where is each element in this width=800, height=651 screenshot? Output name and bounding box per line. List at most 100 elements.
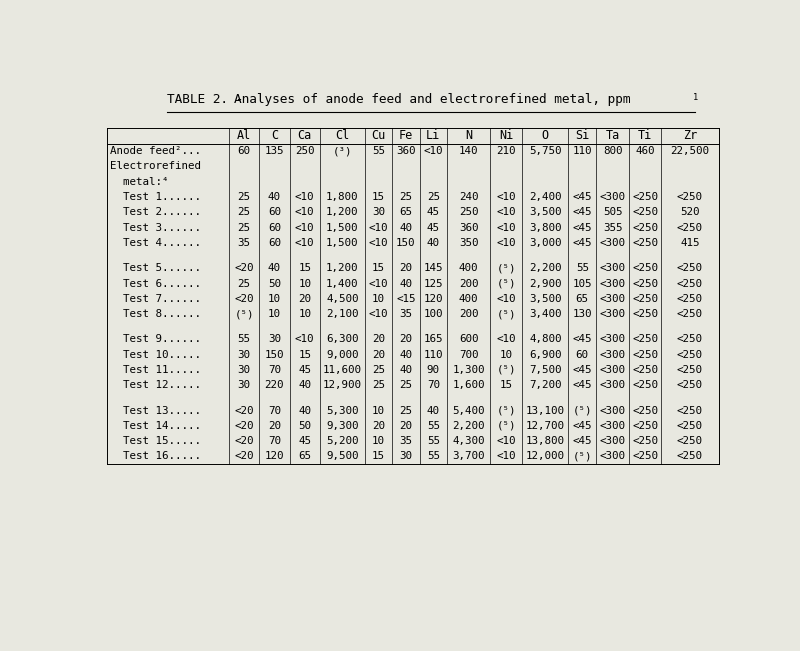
Text: 400: 400 xyxy=(459,263,478,273)
Text: (³): (³) xyxy=(333,146,352,156)
Text: <10: <10 xyxy=(295,192,314,202)
Text: 55: 55 xyxy=(427,451,440,462)
Text: <20: <20 xyxy=(234,421,254,431)
Text: <250: <250 xyxy=(677,263,703,273)
Text: 70: 70 xyxy=(268,406,281,415)
Text: 10: 10 xyxy=(500,350,513,360)
Text: 7,200: 7,200 xyxy=(529,380,562,390)
Text: 25: 25 xyxy=(372,380,385,390)
Text: 40: 40 xyxy=(298,380,311,390)
Text: <10: <10 xyxy=(369,309,388,319)
Text: 4,300: 4,300 xyxy=(453,436,485,446)
Text: 10: 10 xyxy=(372,436,385,446)
Text: 200: 200 xyxy=(459,279,478,288)
Text: 360: 360 xyxy=(459,223,478,232)
Text: 45: 45 xyxy=(298,365,311,375)
Text: 125: 125 xyxy=(423,279,443,288)
Text: Analyses of anode feed and electrorefined metal, ppm: Analyses of anode feed and electrorefine… xyxy=(234,93,630,106)
Text: 7,500: 7,500 xyxy=(529,365,562,375)
Text: <250: <250 xyxy=(677,406,703,415)
Text: 45: 45 xyxy=(427,223,440,232)
Text: 40: 40 xyxy=(399,350,412,360)
Text: <10: <10 xyxy=(497,335,516,344)
Text: 10: 10 xyxy=(372,406,385,415)
Text: 25: 25 xyxy=(399,406,412,415)
Text: 25: 25 xyxy=(238,192,250,202)
Text: <10: <10 xyxy=(423,146,443,156)
Text: 25: 25 xyxy=(372,365,385,375)
Text: <45: <45 xyxy=(573,436,592,446)
Text: <300: <300 xyxy=(599,238,626,248)
Text: 50: 50 xyxy=(268,279,281,288)
Text: 30: 30 xyxy=(372,207,385,217)
Text: <250: <250 xyxy=(632,436,658,446)
Text: 250: 250 xyxy=(459,207,478,217)
Text: (⁵): (⁵) xyxy=(497,421,516,431)
Text: 25: 25 xyxy=(427,192,440,202)
Text: Ti: Ti xyxy=(638,130,652,143)
Text: 15: 15 xyxy=(500,380,513,390)
Text: 25: 25 xyxy=(238,223,250,232)
Text: 65: 65 xyxy=(576,294,589,304)
Text: 40: 40 xyxy=(399,365,412,375)
Text: <20: <20 xyxy=(234,294,254,304)
Text: 40: 40 xyxy=(399,279,412,288)
Text: <250: <250 xyxy=(677,350,703,360)
Text: 12,700: 12,700 xyxy=(526,421,565,431)
Text: 5,200: 5,200 xyxy=(326,436,358,446)
Text: 25: 25 xyxy=(399,380,412,390)
Text: (⁵): (⁵) xyxy=(573,451,592,462)
Text: 4,500: 4,500 xyxy=(326,294,358,304)
Text: 1,300: 1,300 xyxy=(453,365,485,375)
Text: 2,200: 2,200 xyxy=(453,421,485,431)
Text: 20: 20 xyxy=(372,421,385,431)
Text: 700: 700 xyxy=(459,350,478,360)
Text: <300: <300 xyxy=(599,451,626,462)
Text: 20: 20 xyxy=(268,421,281,431)
Text: 10: 10 xyxy=(268,294,281,304)
Text: 40: 40 xyxy=(268,192,281,202)
Text: <10: <10 xyxy=(497,451,516,462)
Text: 30: 30 xyxy=(399,451,412,462)
Text: <45: <45 xyxy=(573,192,592,202)
Text: 120: 120 xyxy=(423,294,443,304)
Text: 30: 30 xyxy=(238,365,250,375)
Text: Test 1......: Test 1...... xyxy=(110,192,201,202)
Text: <45: <45 xyxy=(573,223,592,232)
Text: 3,400: 3,400 xyxy=(529,309,562,319)
Text: Test 9......: Test 9...... xyxy=(110,335,201,344)
Text: 20: 20 xyxy=(372,335,385,344)
Text: 40: 40 xyxy=(298,406,311,415)
Text: Si: Si xyxy=(575,130,590,143)
Text: 25: 25 xyxy=(238,279,250,288)
Text: TABLE 2. -: TABLE 2. - xyxy=(167,93,251,106)
Text: 3,000: 3,000 xyxy=(529,238,562,248)
Text: 600: 600 xyxy=(459,335,478,344)
Text: <10: <10 xyxy=(497,294,516,304)
Text: <250: <250 xyxy=(632,380,658,390)
Text: 360: 360 xyxy=(396,146,416,156)
Text: Test 4......: Test 4...... xyxy=(110,238,201,248)
Text: <10: <10 xyxy=(497,238,516,248)
Text: 20: 20 xyxy=(298,294,311,304)
Text: 30: 30 xyxy=(238,380,250,390)
Text: 3,500: 3,500 xyxy=(529,207,562,217)
Text: <250: <250 xyxy=(632,406,658,415)
Text: 55: 55 xyxy=(238,335,250,344)
Text: 1,600: 1,600 xyxy=(453,380,485,390)
Text: Fe: Fe xyxy=(398,130,413,143)
Text: 35: 35 xyxy=(399,436,412,446)
Text: (⁵): (⁵) xyxy=(497,406,516,415)
Text: N: N xyxy=(465,130,472,143)
Text: <10: <10 xyxy=(497,223,516,232)
Text: 45: 45 xyxy=(298,436,311,446)
Text: Ca: Ca xyxy=(298,130,312,143)
Text: 2,100: 2,100 xyxy=(326,309,358,319)
Text: 20: 20 xyxy=(399,421,412,431)
Text: 400: 400 xyxy=(459,294,478,304)
Text: 350: 350 xyxy=(459,238,478,248)
Text: <10: <10 xyxy=(497,436,516,446)
Text: <15: <15 xyxy=(396,294,416,304)
Text: <300: <300 xyxy=(599,380,626,390)
Text: 65: 65 xyxy=(399,207,412,217)
